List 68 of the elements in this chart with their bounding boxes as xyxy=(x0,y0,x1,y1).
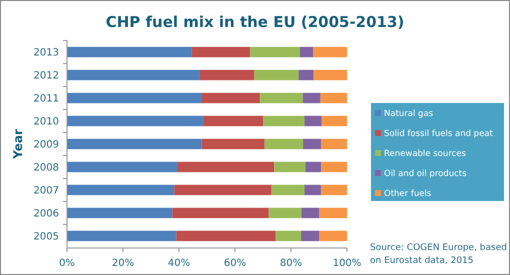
bar xyxy=(264,138,304,150)
x-tick-label: 100% xyxy=(332,258,362,269)
y-axis-title: Year xyxy=(11,129,25,160)
bar xyxy=(67,46,192,58)
y-tick-label: 2010 xyxy=(34,116,59,128)
bar xyxy=(67,116,204,126)
x-tick-label: 80% xyxy=(280,258,302,269)
bar xyxy=(304,184,321,196)
bar xyxy=(67,92,202,104)
bar xyxy=(199,70,254,80)
bar xyxy=(67,138,202,150)
bar xyxy=(301,230,319,242)
bar xyxy=(313,46,347,58)
bar xyxy=(321,162,347,172)
x-tick-label: 0% xyxy=(59,258,75,269)
x-tick-label: 40% xyxy=(168,258,190,269)
legend-label: Other fuels xyxy=(384,188,432,199)
legend-label: Solid fossil fuels and peat xyxy=(384,128,494,139)
bar xyxy=(202,138,265,150)
bar xyxy=(268,208,302,218)
bar xyxy=(304,116,322,126)
bar xyxy=(320,184,347,196)
bar xyxy=(319,230,347,242)
bar xyxy=(301,208,320,218)
y-tick-label: 2013 xyxy=(34,48,59,59)
bar xyxy=(177,162,274,172)
bar xyxy=(298,70,314,80)
bar xyxy=(300,46,314,58)
bar xyxy=(320,92,347,104)
x-tick-label: 60% xyxy=(224,258,246,269)
bar xyxy=(263,116,304,126)
bar xyxy=(260,92,303,104)
bar xyxy=(322,116,347,126)
bar xyxy=(276,230,302,242)
y-tick-label: 2007 xyxy=(34,185,59,196)
chart-title: CHP fuel mix in the EU (2005-2013) xyxy=(106,13,404,31)
bar xyxy=(250,46,300,58)
bar xyxy=(303,138,321,150)
bar xyxy=(67,184,174,196)
y-tick-label: 2012 xyxy=(34,70,59,82)
source-note: Source: COGEN Europe, based on Eurostat data, 2015 xyxy=(370,243,507,266)
bar xyxy=(320,138,347,150)
y-tick-label: 2009 xyxy=(34,140,59,150)
bar xyxy=(254,70,299,80)
bar xyxy=(314,70,347,80)
bar xyxy=(203,116,264,126)
bar xyxy=(302,92,320,104)
bar xyxy=(202,92,260,104)
y-tick-label: 2011 xyxy=(34,94,59,105)
y-tick-label: 2006 xyxy=(34,208,59,220)
legend-label: Renewable sources xyxy=(384,148,466,159)
legend-label: Oil and oil products xyxy=(384,168,468,179)
bar xyxy=(319,208,347,218)
bar xyxy=(192,46,250,58)
bar xyxy=(176,230,276,242)
bar xyxy=(67,208,172,218)
bar xyxy=(271,184,304,196)
y-tick-label: 2008 xyxy=(34,162,59,174)
bar xyxy=(174,184,272,196)
bar xyxy=(172,208,269,218)
legend-label: Natural gas xyxy=(384,108,434,119)
bar xyxy=(305,162,322,172)
x-tick-label: 20% xyxy=(112,258,134,269)
bar xyxy=(67,162,178,172)
bar xyxy=(274,162,306,172)
bar xyxy=(67,230,176,242)
bar xyxy=(67,70,200,80)
y-tick-label: 2005 xyxy=(34,231,59,242)
